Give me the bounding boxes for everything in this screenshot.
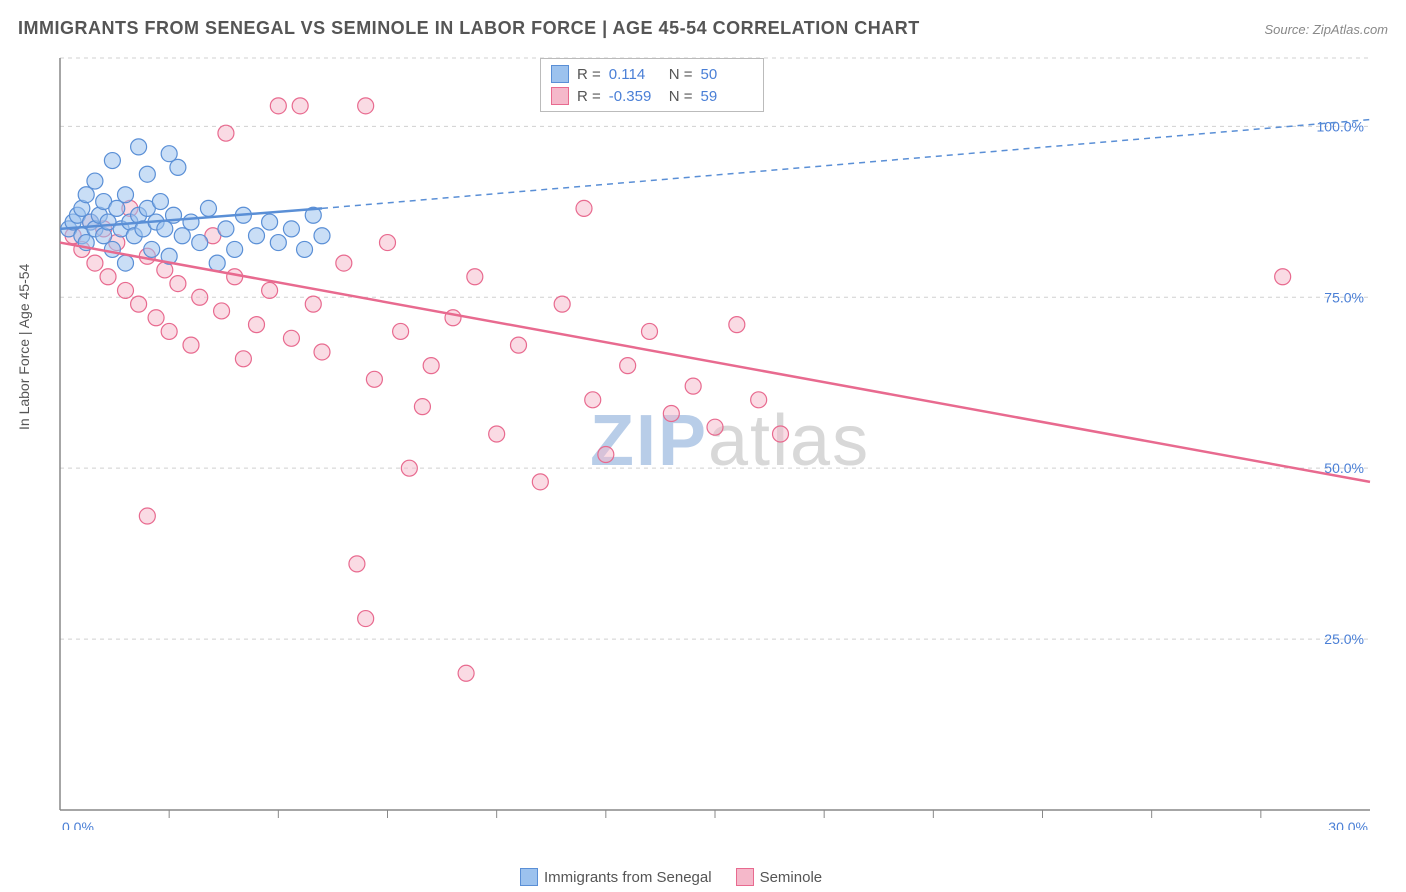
stats-row-seminole: R = -0.359 N = 59 (551, 85, 753, 107)
legend-item-seminole: Seminole (736, 868, 823, 886)
correlation-chart: 25.0%50.0%75.0%100.0%0.0%30.0% (50, 50, 1390, 830)
legend-item-senegal: Immigrants from Senegal (520, 868, 712, 886)
n-value-senegal: 50 (701, 66, 753, 83)
swatch-senegal (520, 868, 538, 886)
n-label: N = (669, 66, 693, 83)
swatch-seminole (551, 87, 569, 105)
r-value-senegal: 0.114 (609, 66, 661, 83)
r-value-seminole: -0.359 (609, 88, 661, 105)
r-label: R = (577, 66, 601, 83)
svg-text:0.0%: 0.0% (62, 819, 94, 830)
stats-legend: R = 0.114 N = 50 R = -0.359 N = 59 (540, 58, 764, 112)
source-credit: Source: ZipAtlas.com (1264, 22, 1388, 37)
swatch-seminole (736, 868, 754, 886)
r-label: R = (577, 88, 601, 105)
svg-text:75.0%: 75.0% (1324, 289, 1364, 305)
page-title: IMMIGRANTS FROM SENEGAL VS SEMINOLE IN L… (18, 18, 920, 39)
legend-label-seminole: Seminole (760, 869, 823, 886)
legend-label-senegal: Immigrants from Senegal (544, 869, 712, 886)
series-legend: Immigrants from Senegal Seminole (520, 868, 822, 886)
y-axis-label: In Labor Force | Age 45-54 (16, 264, 32, 430)
swatch-senegal (551, 65, 569, 83)
n-label: N = (669, 88, 693, 105)
svg-text:25.0%: 25.0% (1324, 631, 1364, 647)
svg-text:30.0%: 30.0% (1328, 819, 1368, 830)
stats-row-senegal: R = 0.114 N = 50 (551, 63, 753, 85)
n-value-seminole: 59 (701, 88, 753, 105)
